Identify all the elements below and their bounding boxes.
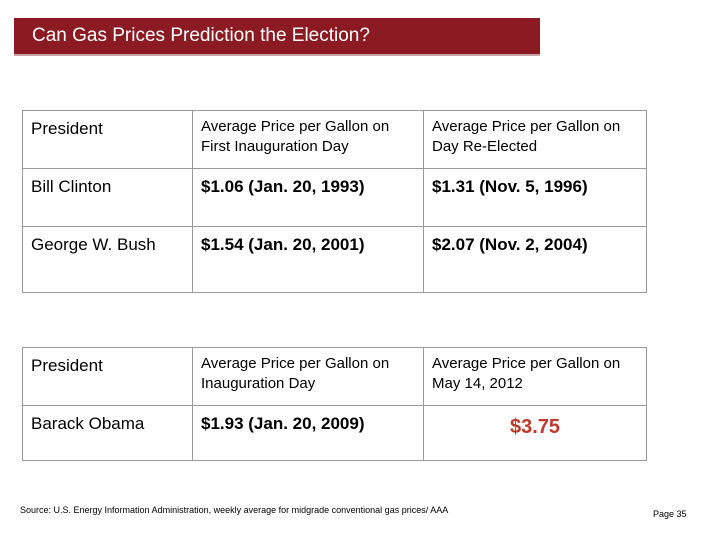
source-note: Source: U.S. Energy Information Administ… bbox=[20, 505, 449, 515]
title-underline bbox=[14, 54, 540, 56]
header-inauguration: Average Price per Gallon on Inauguration… bbox=[192, 347, 424, 406]
page-number: Page 35 bbox=[653, 509, 687, 519]
table-row: Barack Obama $1.93 (Jan. 20, 2009) $3.75 bbox=[22, 405, 647, 461]
president-name: George W. Bush bbox=[22, 226, 193, 293]
price-inauguration: $1.93 (Jan. 20, 2009) bbox=[192, 405, 424, 461]
header-president: President bbox=[22, 110, 193, 169]
price-re-elected: $1.31 (Nov. 5, 1996) bbox=[423, 168, 647, 227]
header-re-elected: Average Price per Gallon on Day Re-Elect… bbox=[423, 110, 647, 169]
current-price-highlight: $3.75 bbox=[423, 405, 647, 461]
header-president: President bbox=[22, 347, 193, 406]
header-may-2012: Average Price per Gallon on May 14, 2012 bbox=[423, 347, 647, 406]
president-name: Barack Obama bbox=[22, 405, 193, 461]
price-re-elected: $2.07 (Nov. 2, 2004) bbox=[423, 226, 647, 293]
table-header-row: President Average Price per Gallon on In… bbox=[22, 347, 647, 406]
slide-title: Can Gas Prices Prediction the Election? bbox=[14, 18, 540, 54]
price-inauguration: $1.54 (Jan. 20, 2001) bbox=[192, 226, 424, 293]
table-row: Bill Clinton $1.06 (Jan. 20, 1993) $1.31… bbox=[22, 168, 647, 227]
table-header-row: President Average Price per Gallon on Fi… bbox=[22, 110, 647, 169]
price-inauguration: $1.06 (Jan. 20, 1993) bbox=[192, 168, 424, 227]
gas-price-table-1: President Average Price per Gallon on Fi… bbox=[22, 110, 647, 293]
president-name: Bill Clinton bbox=[22, 168, 193, 227]
header-first-inauguration: Average Price per Gallon on First Inaugu… bbox=[192, 110, 424, 169]
gas-price-table-2: President Average Price per Gallon on In… bbox=[22, 347, 647, 461]
table-row: George W. Bush $1.54 (Jan. 20, 2001) $2.… bbox=[22, 226, 647, 293]
